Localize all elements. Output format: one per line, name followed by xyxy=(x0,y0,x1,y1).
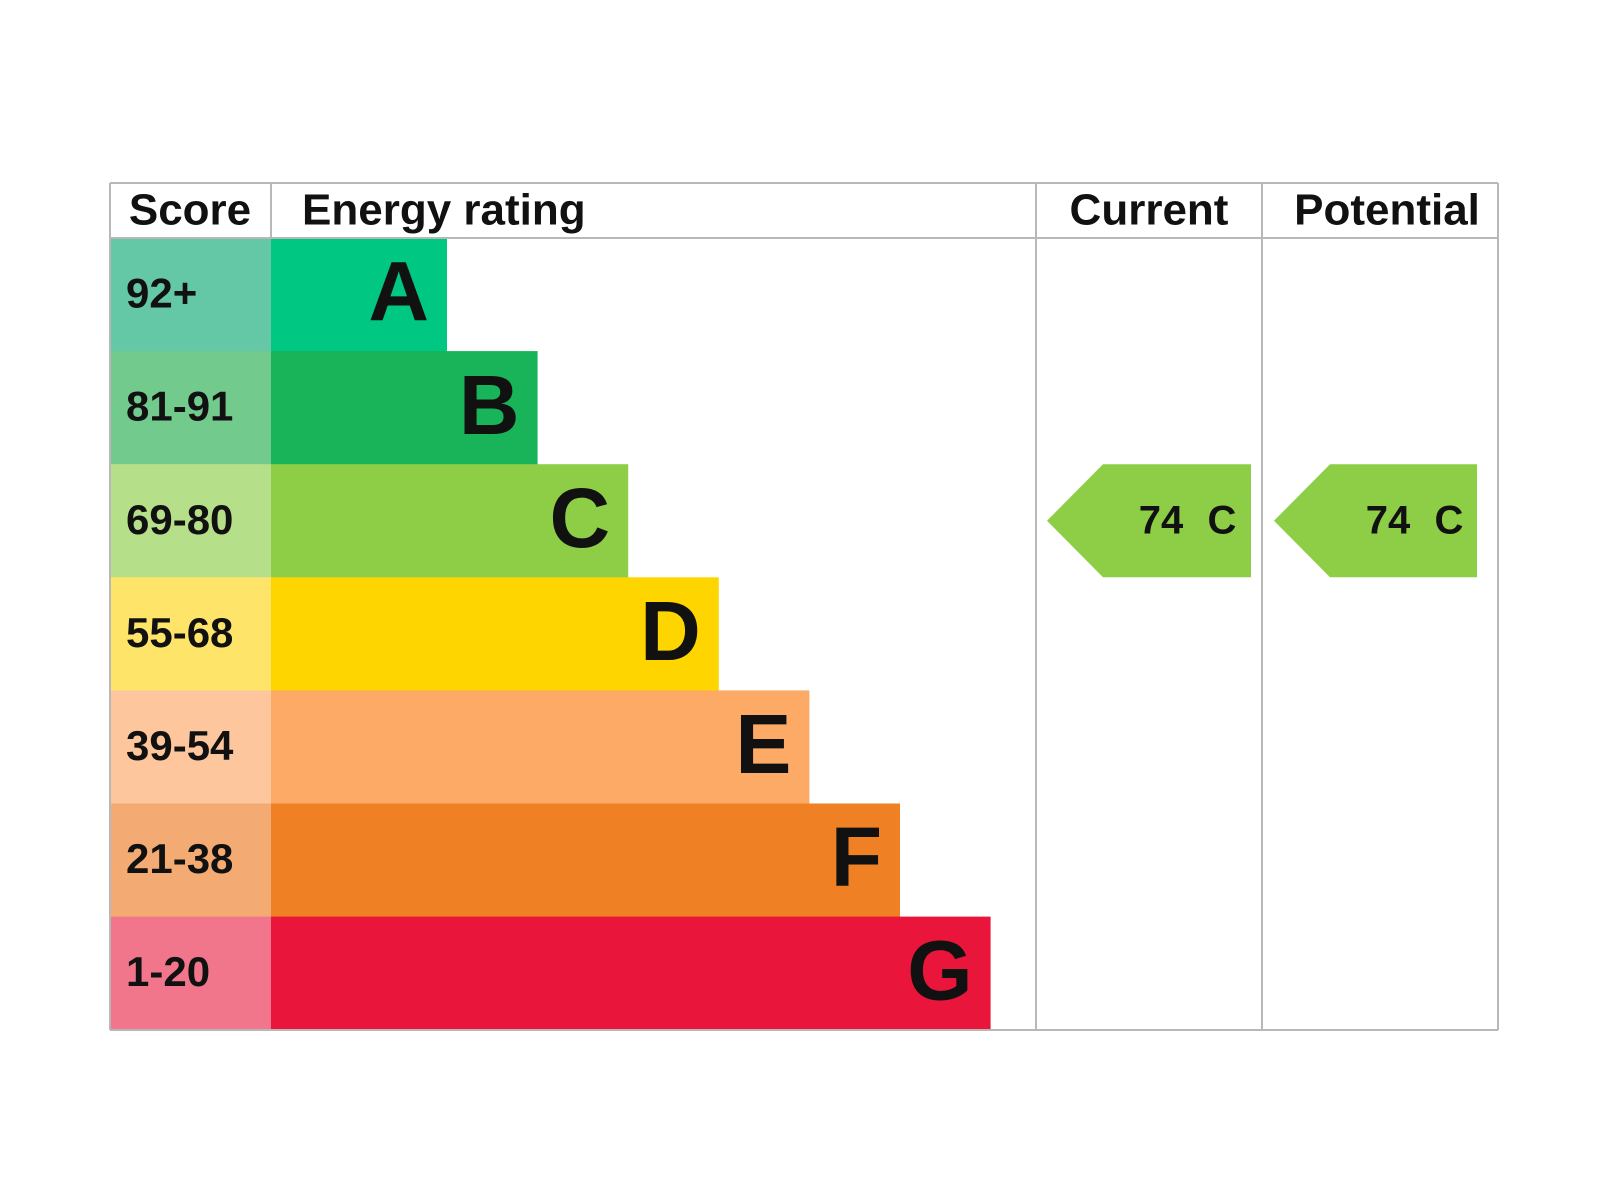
band-letter: G xyxy=(907,923,972,1017)
band-score: 1-20 xyxy=(126,948,210,995)
header-score: Score xyxy=(129,186,251,235)
band-letter: B xyxy=(459,358,520,452)
band-score: 55-68 xyxy=(126,609,233,656)
header-current: Current xyxy=(1070,186,1229,235)
band-bar xyxy=(271,690,810,804)
score-cell xyxy=(110,690,271,804)
band-letter: C xyxy=(550,471,611,565)
current-letter: C xyxy=(1208,498,1237,542)
band-letter: A xyxy=(368,245,429,339)
score-cell xyxy=(110,916,271,1031)
band-bar xyxy=(271,238,447,352)
band-letter: D xyxy=(640,584,701,678)
band-bar xyxy=(271,577,719,691)
score-cell xyxy=(110,351,271,465)
band-bar xyxy=(271,351,538,465)
band-score: 69-80 xyxy=(126,496,233,543)
band-score: 39-54 xyxy=(126,722,234,769)
header-energy-rating: Energy rating xyxy=(302,186,586,235)
current-arrow xyxy=(1047,464,1251,578)
score-cell xyxy=(110,464,271,578)
band-score: 21-38 xyxy=(126,835,233,882)
band-bar xyxy=(271,916,991,1031)
header-potential: Potential xyxy=(1294,186,1480,235)
potential-letter: C xyxy=(1435,498,1464,542)
band-letter: E xyxy=(735,697,791,791)
band-bar xyxy=(271,464,629,578)
potential-value: 74 xyxy=(1366,498,1411,542)
score-cell xyxy=(110,803,271,918)
current-value: 74 xyxy=(1139,498,1184,542)
band-score: 92+ xyxy=(126,270,197,317)
score-cell xyxy=(110,577,271,691)
potential-arrow xyxy=(1274,464,1477,578)
band-score: 81-91 xyxy=(126,383,233,430)
score-cell xyxy=(110,238,271,352)
band-bar xyxy=(271,803,900,918)
band-letter: F xyxy=(831,810,882,904)
